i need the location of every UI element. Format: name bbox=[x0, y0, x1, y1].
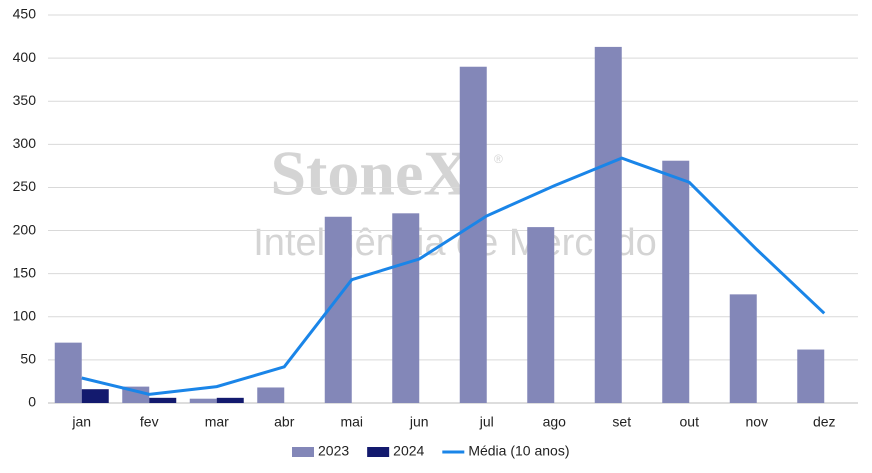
y-tick-label: 450 bbox=[13, 6, 37, 22]
y-tick-label: 250 bbox=[13, 178, 37, 194]
x-tick-label: jun bbox=[409, 414, 429, 430]
bar bbox=[459, 66, 487, 403]
x-tick-label: set bbox=[612, 414, 631, 430]
legend-label: 2023 bbox=[318, 443, 349, 459]
x-tick-label: abr bbox=[274, 414, 295, 430]
watermark-logo: StoneX bbox=[270, 138, 469, 209]
y-tick-label: 350 bbox=[13, 92, 37, 108]
x-tick-label: ago bbox=[543, 414, 567, 430]
legend-swatch bbox=[367, 447, 390, 457]
legend-label: 2024 bbox=[393, 443, 424, 459]
bar bbox=[81, 389, 109, 403]
legend-swatch bbox=[292, 447, 314, 457]
bar bbox=[797, 349, 825, 403]
y-tick-label: 400 bbox=[13, 49, 37, 65]
line bbox=[81, 156, 826, 396]
legend-label: Média (10 anos) bbox=[468, 443, 569, 459]
x-tick-label: fev bbox=[140, 414, 159, 430]
bar bbox=[54, 342, 82, 403]
x-tick-label: dez bbox=[813, 414, 836, 430]
y-tick-label: 0 bbox=[28, 394, 36, 410]
bar bbox=[594, 46, 622, 403]
watermark-subtitle: Inteligência de Mercado bbox=[253, 222, 656, 264]
x-tick-label: jan bbox=[71, 414, 91, 430]
x-tick-label: nov bbox=[745, 414, 768, 430]
bar bbox=[392, 213, 420, 403]
x-tick-label: mai bbox=[340, 414, 363, 430]
x-tick-label: mar bbox=[205, 414, 229, 430]
bar bbox=[729, 294, 757, 403]
y-tick-label: 100 bbox=[13, 307, 37, 323]
bar bbox=[216, 397, 244, 403]
bar bbox=[189, 398, 217, 403]
bar bbox=[257, 387, 285, 403]
y-tick-label: 50 bbox=[20, 351, 36, 367]
watermark-symbol: ® bbox=[494, 152, 503, 166]
x-tick-label: jul bbox=[479, 414, 494, 430]
bar bbox=[149, 397, 177, 403]
y-tick-label: 150 bbox=[13, 264, 37, 280]
x-tick-label: out bbox=[680, 414, 700, 430]
bar bbox=[527, 227, 555, 403]
bar bbox=[662, 160, 690, 403]
y-tick-label: 200 bbox=[13, 221, 37, 237]
y-tick-label: 300 bbox=[13, 135, 37, 151]
